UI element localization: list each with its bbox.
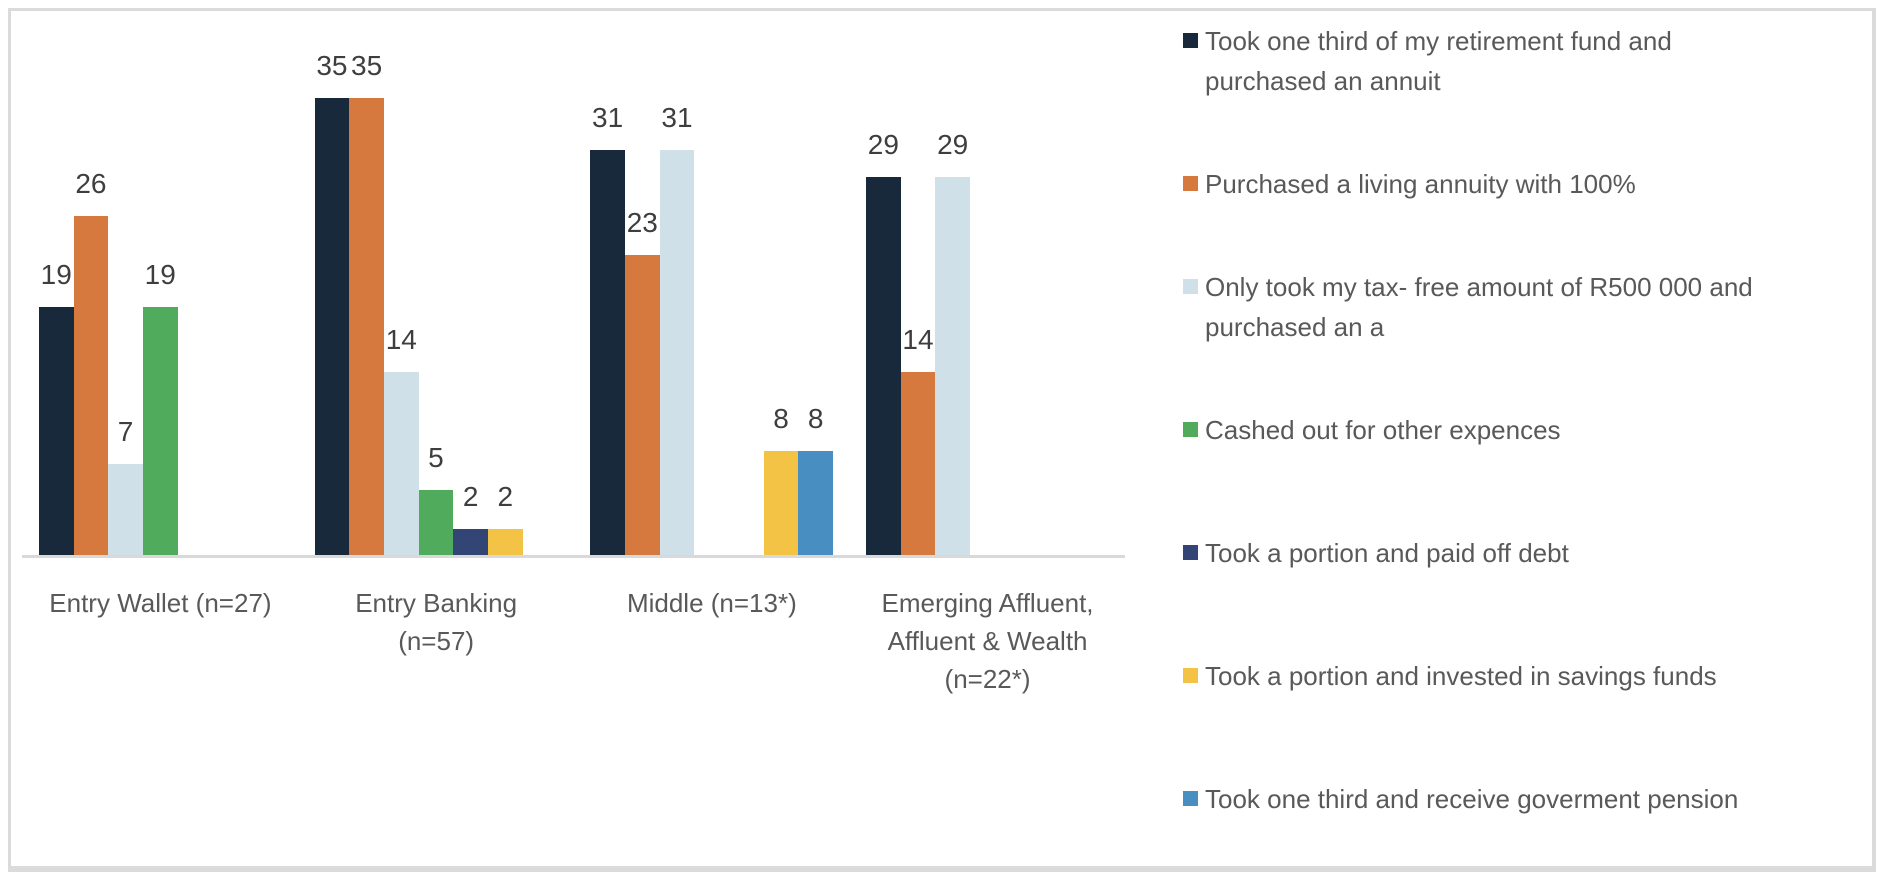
legend-label: Cashed out for other expences [1205,415,1561,445]
legend-swatch-icon [1183,33,1198,49]
legend-item-content: Took one third of my retirement fund and… [1183,21,1765,101]
bar-value-label: 23 [626,207,658,238]
x-axis-line [22,555,1125,558]
bar-s4-c2 [419,490,453,555]
bar-value-label: 14 [385,324,417,355]
legend-item: Only took my tax- free amount of R500 00… [1183,246,1803,369]
bar-value-label: 2 [497,481,514,512]
bar-value-label: 19 [144,259,176,290]
bar-value-label: 8 [807,403,824,434]
x-axis-label-line: Emerging Affluent, [881,588,1094,618]
legend-label: Purchased a living annuity with 100% [1205,169,1636,200]
bar-s3-c1 [108,464,143,555]
x-axis-label-line: (n=22*) [944,664,1031,694]
bar-s6-c3 [764,451,798,555]
legend-label: Only took my tax- free amount of R500 00… [1205,272,1753,343]
x-axis-label-line: Affluent & Wealth [887,626,1088,656]
legend-swatch-icon [1183,544,1198,560]
x-axis-label-line: Entry Banking [355,588,518,618]
bar-s2-c4 [901,372,935,555]
legend-item-content: Took a portion and paid off debt [1183,533,1569,573]
bar-s1-c4 [866,177,901,555]
legend-item-content: Purchased a living annuity with 100% [1183,164,1636,204]
legend-label: Took a portion and invested in savings f… [1205,660,1717,691]
legend: Took one third of my retirement fund and… [1183,0,1803,860]
bar-value-label: 19 [40,259,72,290]
bar-value-label: 2 [462,481,479,512]
plot-area: 19 35 31 29 26 35 23 14 7 14 31 29 19 5 2 2 8 8 Entry Wall… [20,50,1128,698]
x-axis-label: Emerging Affluent, Affluent & Wealth (n=22… [848,584,1128,698]
bar-value-label: 35 [351,50,383,81]
legend-swatch-icon [1183,176,1198,192]
legend-item-content: Cashed out for other expences [1183,410,1561,450]
bar-s7-c3 [798,451,833,555]
legend-swatch-icon [1183,790,1198,806]
bar-s3-c4 [935,177,970,555]
x-axis-label: Entry Wallet (n=27) [20,584,300,622]
bar-value-label: 5 [428,442,444,473]
legend-swatch-icon [1183,422,1198,437]
bar-s2-c1 [74,216,108,555]
bar-s3-c2 [384,372,419,555]
bar-value-label: 7 [117,416,134,447]
bar-s6-c2 [488,529,523,555]
x-axis-label-line: Middle (n=13*) [626,588,797,618]
x-axis-label-line: (n=57) [398,626,475,656]
bar-s5-c2 [453,529,488,555]
bar-s4-c1 [143,307,178,555]
legend-item: Cashed out for other expences [1183,369,1803,492]
bar-value-label: 31 [592,102,624,133]
bar-s1-c2 [315,98,349,555]
legend-item: Purchased a living annuity with 100% [1183,123,1803,246]
legend-item: Took a portion and invested in savings f… [1183,614,1803,737]
bar-value-label: 29 [937,129,969,160]
legend-swatch-icon [1183,667,1198,683]
bar-s1-c3 [590,150,625,555]
bar-value-label: 26 [75,168,107,199]
legend-item: Took one third of my retirement fund and… [1183,0,1803,123]
legend-item-content: Only took my tax- free amount of R500 00… [1183,267,1765,347]
bar-value-label: 29 [867,129,899,160]
bar-s1-c1 [39,307,74,555]
x-axis-label: Middle (n=13*) [572,584,852,622]
x-axis-label: Entry Banking (n=57) [296,584,576,660]
bar-s2-c3 [625,255,660,555]
x-axis-label-line: Entry Wallet (n=27) [49,588,272,618]
legend-item-content: Took a portion and invested in savings f… [1183,656,1717,696]
bar-value-label: 35 [316,50,348,81]
legend-label: Took a portion and paid off debt [1205,537,1569,568]
legend-swatch-icon [1183,279,1198,295]
bar-value-label: 14 [902,324,934,355]
bar-value-label: 31 [661,102,693,133]
legend-item: Took a portion and paid off debt [1183,491,1803,614]
legend-item-content: Took one third and receive goverment pen… [1183,779,1738,819]
legend-label: Took one third and receive goverment pen… [1205,783,1739,814]
legend-item: Took one third and receive goverment pen… [1183,737,1803,860]
bar-s2-c2 [349,98,384,555]
bar-value-label: 8 [773,403,789,434]
legend-label: Took one third of my retirement fund and… [1205,26,1672,97]
bar-s3-c3 [660,150,694,555]
